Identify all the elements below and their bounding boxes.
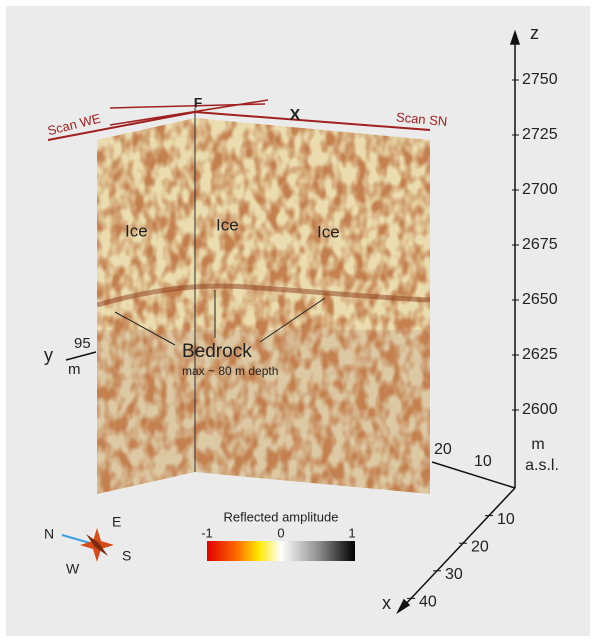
compass-label: S: [122, 548, 131, 564]
colorbar-tick: -1: [201, 525, 213, 540]
z-tick-label: 2600: [522, 401, 558, 418]
colorbar-gradient: [207, 541, 355, 561]
y-tick-label: 20: [434, 441, 452, 458]
x-tick-label: 30: [445, 566, 463, 583]
z-ticks: 2750 2725 2700 2675 2650 2625 2600: [512, 71, 558, 418]
colorbar-tick: 1: [348, 525, 355, 540]
bedrock-label: Bedrock: [182, 341, 252, 362]
z-tick-label: 2700: [522, 181, 558, 198]
z-tick-label: 2625: [522, 346, 558, 363]
z-tick-label: 2750: [522, 71, 558, 88]
colorbar-tick: 0: [277, 525, 284, 540]
labels: z x y F X Scan WE Scan SN Ice Ice Ice Be…: [44, 23, 559, 613]
ice-label: Ice: [216, 215, 239, 234]
compass-label: E: [112, 514, 121, 530]
radargram: [97, 118, 430, 494]
axis-label: y: [44, 345, 53, 365]
scale-label: m: [68, 361, 81, 378]
unit-label: m: [531, 436, 544, 453]
z-tick-label: 2675: [522, 236, 558, 253]
label: X: [290, 107, 301, 124]
z-tick-label: 2725: [522, 126, 558, 143]
compass-label: W: [66, 561, 80, 577]
axis-label: x: [382, 593, 391, 613]
axis-label: z: [530, 23, 539, 43]
x-tick-label: 10: [497, 511, 515, 528]
x-tick-label: 20: [471, 538, 489, 555]
axes: [65, 29, 521, 615]
x-tick-label: 40: [419, 594, 437, 611]
compass: N E S W: [44, 514, 131, 577]
y-tick-label: 10: [474, 453, 492, 470]
x-ticks: 10 20 30 40: [407, 511, 515, 611]
colorbar: Reflected amplitude -1 0 1: [201, 509, 356, 561]
colorbar-title: Reflected amplitude: [224, 509, 339, 524]
scan-label: Scan SN: [395, 109, 447, 128]
compass-label: N: [44, 526, 54, 542]
bedrock-pointers: [114, 290, 326, 346]
scale-label: 95: [74, 335, 91, 352]
z-tick-label: 2650: [522, 291, 558, 308]
ice-label: Ice: [317, 222, 340, 241]
ice-label: Ice: [125, 221, 148, 240]
scan-line: [109, 99, 269, 126]
bedrock-note: max ~ 80 m depth: [182, 364, 278, 378]
unit-label: a.s.l.: [525, 457, 559, 474]
label: F: [194, 95, 203, 111]
